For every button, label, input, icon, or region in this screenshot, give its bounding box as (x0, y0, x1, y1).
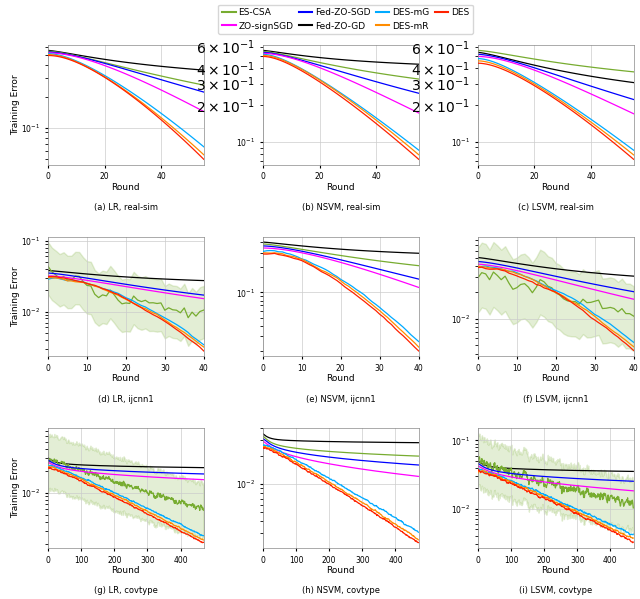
X-axis label: Round: Round (541, 183, 570, 192)
Title: (f) LSVM, ijcnn1: (f) LSVM, ijcnn1 (523, 395, 589, 404)
X-axis label: Round: Round (111, 374, 140, 383)
Title: (i) LSVM, covtype: (i) LSVM, covtype (519, 586, 593, 595)
X-axis label: Round: Round (111, 566, 140, 575)
Title: (d) LR, ijcnn1: (d) LR, ijcnn1 (98, 395, 154, 404)
Title: (b) NSVM, real-sim: (b) NSVM, real-sim (301, 203, 380, 212)
X-axis label: Round: Round (326, 566, 355, 575)
X-axis label: Round: Round (111, 183, 140, 192)
Title: (e) NSVM, ijcnn1: (e) NSVM, ijcnn1 (306, 395, 376, 404)
X-axis label: Round: Round (541, 566, 570, 575)
Title: (a) LR, real-sim: (a) LR, real-sim (94, 203, 158, 212)
Y-axis label: Training Error: Training Error (11, 458, 20, 519)
X-axis label: Round: Round (326, 183, 355, 192)
Y-axis label: Training Error: Training Error (11, 74, 20, 135)
X-axis label: Round: Round (541, 374, 570, 383)
Title: (g) LR, covtype: (g) LR, covtype (94, 586, 158, 595)
Y-axis label: Training Error: Training Error (11, 266, 20, 327)
Legend: ES-CSA, ZO-signSGD, Fed-ZO-SGD, Fed-ZO-GD, DES-mG, DES-mR, DES: ES-CSA, ZO-signSGD, Fed-ZO-SGD, Fed-ZO-G… (218, 5, 473, 34)
Title: (h) NSVM, covtype: (h) NSVM, covtype (302, 586, 380, 595)
Title: (c) LSVM, real-sim: (c) LSVM, real-sim (518, 203, 594, 212)
X-axis label: Round: Round (326, 374, 355, 383)
